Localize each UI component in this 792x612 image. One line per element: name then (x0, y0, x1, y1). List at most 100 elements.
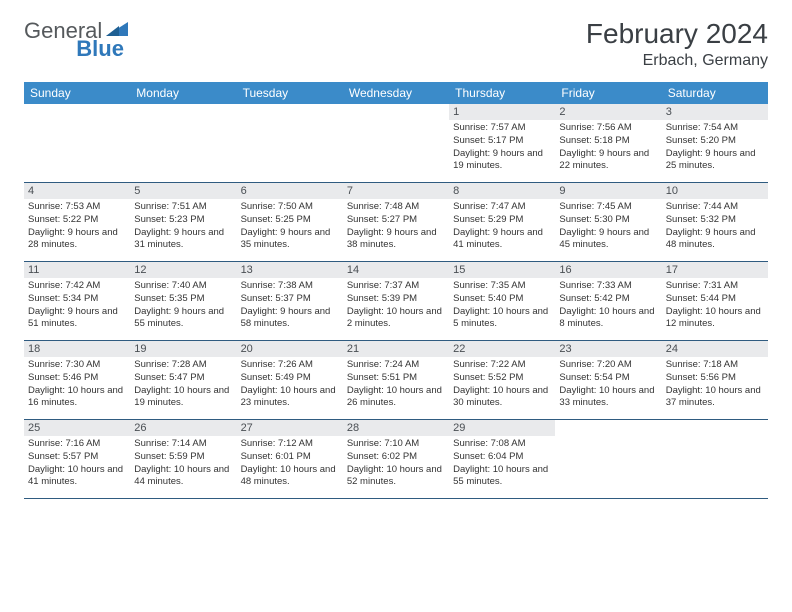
day-number: 15 (449, 262, 555, 278)
day-number: 10 (662, 183, 768, 199)
day-cell: 4 Sunrise: 7:53 AMSunset: 5:22 PMDaylight… (24, 183, 130, 261)
day-cell (555, 420, 661, 498)
day-number: 13 (237, 262, 343, 278)
day-cell: 25Sunrise: 7:16 AMSunset: 5:57 PMDayligh… (24, 420, 130, 498)
day-number: 11 (24, 262, 130, 278)
header: General Blue February 2024 Erbach, Germa… (24, 18, 768, 70)
day-cell: 16 Sunrise: 7:33 AMSunset: 5:42 PMDayligh… (555, 262, 661, 340)
dow-cell: Tuesday (237, 82, 343, 104)
day-number: 22 (449, 341, 555, 357)
logo-brand-b: Blue (76, 36, 124, 62)
day-body: Sunrise: 7:16 AMSunset: 5:57 PMDaylight:… (28, 438, 126, 489)
week-row: 25Sunrise: 7:16 AMSunset: 5:57 PMDayligh… (24, 420, 768, 499)
day-cell: 18 Sunrise: 7:30 AMSunset: 5:46 PMDayligh… (24, 341, 130, 419)
day-cell: 27 Sunrise: 7:12 AMSunset: 6:01 PMDayligh… (237, 420, 343, 498)
day-body: Sunrise: 7:47 AMSunset: 5:29 PMDaylight:… (453, 201, 551, 252)
day-body: Sunrise: 7:35 AMSunset: 5:40 PMDaylight:… (453, 280, 551, 331)
weeks-container: 1 Sunrise: 7:57 AMSunset: 5:17 PMDaylight… (24, 104, 768, 499)
day-number: 9 (555, 183, 661, 199)
day-cell (237, 104, 343, 182)
day-body: Sunrise: 7:56 AMSunset: 5:18 PMDaylight:… (559, 122, 657, 173)
day-body: Sunrise: 7:26 AMSunset: 5:49 PMDaylight:… (241, 359, 339, 410)
day-body: Sunrise: 7:31 AMSunset: 5:44 PMDaylight:… (666, 280, 764, 331)
day-of-week-header: SundayMondayTuesdayWednesdayThursdayFrid… (24, 82, 768, 104)
day-body: Sunrise: 7:24 AMSunset: 5:51 PMDaylight:… (347, 359, 445, 410)
day-body: Sunrise: 7:14 AMSunset: 5:59 PMDaylight:… (134, 438, 232, 489)
day-body: Sunrise: 7:10 AMSunset: 6:02 PMDaylight:… (347, 438, 445, 489)
day-number: 1 (449, 104, 555, 120)
day-body: Sunrise: 7:30 AMSunset: 5:46 PMDaylight:… (28, 359, 126, 410)
day-number: 24 (662, 341, 768, 357)
day-cell: 20 Sunrise: 7:26 AMSunset: 5:49 PMDayligh… (237, 341, 343, 419)
day-number: 23 (555, 341, 661, 357)
day-cell: 19Sunrise: 7:28 AMSunset: 5:47 PMDayligh… (130, 341, 236, 419)
day-body: Sunrise: 7:51 AMSunset: 5:23 PMDaylight:… (134, 201, 232, 252)
day-body: Sunrise: 7:38 AMSunset: 5:37 PMDaylight:… (241, 280, 339, 331)
dow-cell: Wednesday (343, 82, 449, 104)
day-body: Sunrise: 7:57 AMSunset: 5:17 PMDaylight:… (453, 122, 551, 173)
day-body: Sunrise: 7:37 AMSunset: 5:39 PMDaylight:… (347, 280, 445, 331)
day-number: 4 (24, 183, 130, 199)
day-body: Sunrise: 7:22 AMSunset: 5:52 PMDaylight:… (453, 359, 551, 410)
day-number: 14 (343, 262, 449, 278)
day-cell: 14 Sunrise: 7:37 AMSunset: 5:39 PMDayligh… (343, 262, 449, 340)
week-row: 4 Sunrise: 7:53 AMSunset: 5:22 PMDaylight… (24, 183, 768, 262)
day-cell: 6 Sunrise: 7:50 AMSunset: 5:25 PMDaylight… (237, 183, 343, 261)
day-number: 6 (237, 183, 343, 199)
day-cell (24, 104, 130, 182)
day-number: 2 (555, 104, 661, 120)
day-cell: 23 Sunrise: 7:20 AMSunset: 5:54 PMDayligh… (555, 341, 661, 419)
day-number: 27 (237, 420, 343, 436)
day-body: Sunrise: 7:50 AMSunset: 5:25 PMDaylight:… (241, 201, 339, 252)
day-cell: 2 Sunrise: 7:56 AMSunset: 5:18 PMDaylight… (555, 104, 661, 182)
week-row: 11 Sunrise: 7:42 AMSunset: 5:34 PMDayligh… (24, 262, 768, 341)
day-cell: 8 Sunrise: 7:47 AMSunset: 5:29 PMDaylight… (449, 183, 555, 261)
day-cell: 17 Sunrise: 7:31 AMSunset: 5:44 PMDayligh… (662, 262, 768, 340)
week-row: 18 Sunrise: 7:30 AMSunset: 5:46 PMDayligh… (24, 341, 768, 420)
day-body: Sunrise: 7:33 AMSunset: 5:42 PMDaylight:… (559, 280, 657, 331)
day-cell: 21 Sunrise: 7:24 AMSunset: 5:51 PMDayligh… (343, 341, 449, 419)
day-body: Sunrise: 7:40 AMSunset: 5:35 PMDaylight:… (134, 280, 232, 331)
day-number: 20 (237, 341, 343, 357)
day-number: 26 (130, 420, 236, 436)
day-cell: 28 Sunrise: 7:10 AMSunset: 6:02 PMDayligh… (343, 420, 449, 498)
day-body: Sunrise: 7:18 AMSunset: 5:56 PMDaylight:… (666, 359, 764, 410)
day-number: 17 (662, 262, 768, 278)
day-body: Sunrise: 7:48 AMSunset: 5:27 PMDaylight:… (347, 201, 445, 252)
day-cell: 13 Sunrise: 7:38 AMSunset: 5:37 PMDayligh… (237, 262, 343, 340)
day-number: 8 (449, 183, 555, 199)
week-row: 1 Sunrise: 7:57 AMSunset: 5:17 PMDaylight… (24, 104, 768, 183)
day-number: 28 (343, 420, 449, 436)
day-cell: 5 Sunrise: 7:51 AMSunset: 5:23 PMDaylight… (130, 183, 236, 261)
day-number: 7 (343, 183, 449, 199)
day-body: Sunrise: 7:20 AMSunset: 5:54 PMDaylight:… (559, 359, 657, 410)
day-cell: 11 Sunrise: 7:42 AMSunset: 5:34 PMDayligh… (24, 262, 130, 340)
day-cell: 29 Sunrise: 7:08 AMSunset: 6:04 PMDayligh… (449, 420, 555, 498)
month-title: February 2024 (586, 18, 768, 50)
day-body: Sunrise: 7:42 AMSunset: 5:34 PMDaylight:… (28, 280, 126, 331)
day-cell: 15 Sunrise: 7:35 AMSunset: 5:40 PMDayligh… (449, 262, 555, 340)
logo: General Blue (24, 18, 180, 44)
day-number: 5 (130, 183, 236, 199)
day-body: Sunrise: 7:44 AMSunset: 5:32 PMDaylight:… (666, 201, 764, 252)
day-cell: 24 Sunrise: 7:18 AMSunset: 5:56 PMDayligh… (662, 341, 768, 419)
day-cell: 26 Sunrise: 7:14 AMSunset: 5:59 PMDayligh… (130, 420, 236, 498)
day-cell: 10 Sunrise: 7:44 AMSunset: 5:32 PMDayligh… (662, 183, 768, 261)
day-cell (662, 420, 768, 498)
day-cell: 3 Sunrise: 7:54 AMSunset: 5:20 PMDaylight… (662, 104, 768, 182)
day-number: 19 (130, 341, 236, 357)
day-cell (343, 104, 449, 182)
dow-cell: Saturday (662, 82, 768, 104)
location: Erbach, Germany (586, 52, 768, 70)
day-body: Sunrise: 7:53 AMSunset: 5:22 PMDaylight:… (28, 201, 126, 252)
day-number: 21 (343, 341, 449, 357)
day-number: 3 (662, 104, 768, 120)
day-body: Sunrise: 7:12 AMSunset: 6:01 PMDaylight:… (241, 438, 339, 489)
dow-cell: Thursday (449, 82, 555, 104)
day-body: Sunrise: 7:45 AMSunset: 5:30 PMDaylight:… (559, 201, 657, 252)
day-body: Sunrise: 7:08 AMSunset: 6:04 PMDaylight:… (453, 438, 551, 489)
day-number: 18 (24, 341, 130, 357)
day-number: 29 (449, 420, 555, 436)
day-number: 16 (555, 262, 661, 278)
day-body: Sunrise: 7:54 AMSunset: 5:20 PMDaylight:… (666, 122, 764, 173)
